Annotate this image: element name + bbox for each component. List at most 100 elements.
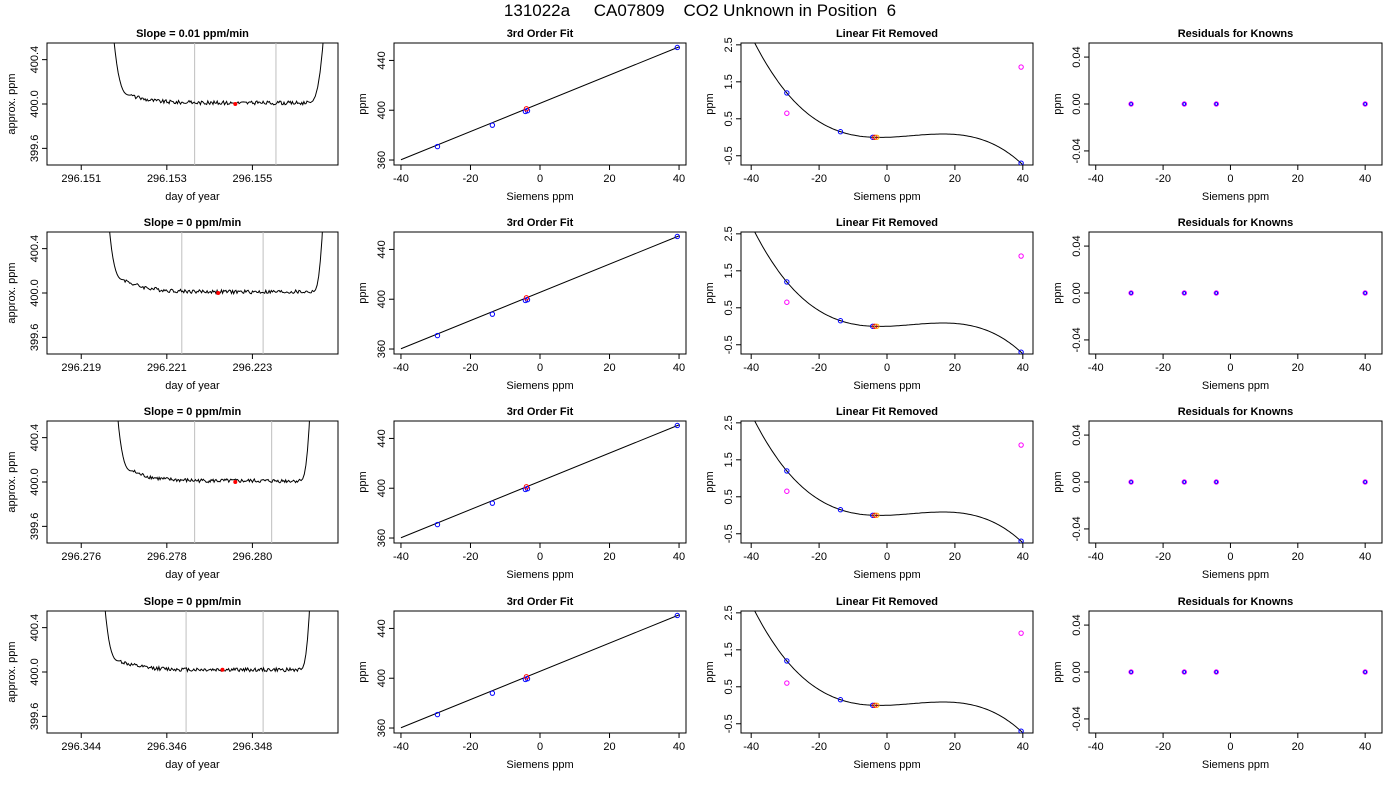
unknown-point — [784, 299, 790, 305]
chart-title: Slope = 0 ppm/min — [144, 406, 242, 418]
residual-point-outer — [1362, 290, 1368, 296]
chart-linear_removed-row1: Linear Fit Removed -40 -20 0 20 40 -0.5 0.5 1.5 2… — [704, 28, 1034, 203]
x-axis-label: Siemens ppm — [853, 191, 920, 203]
sample-point — [872, 134, 878, 140]
y-tick-label: 2.5 — [723, 226, 735, 241]
x-tick-label: 0 — [537, 741, 543, 753]
known-point — [489, 122, 496, 128]
sample-point — [872, 512, 878, 518]
residual-point-outer — [1128, 101, 1134, 107]
y-tick-label: -0.04 — [1071, 706, 1083, 731]
sample-point — [233, 480, 238, 484]
chart-fit-row2: 3rd Order Fit -40 -20 0 20 40 360 400 440 Siemens… — [357, 217, 687, 392]
y-tick-label: 399.6 — [29, 135, 41, 163]
cubic-fit-curve — [754, 611, 1024, 733]
unknown-point — [1018, 253, 1024, 259]
y-tick-label: 399.6 — [29, 703, 41, 731]
y-tick-label: -0.04 — [1071, 327, 1083, 352]
x-axis-label: day of year — [165, 380, 220, 392]
concentration-trace — [113, 43, 324, 107]
x-tick-label: 40 — [673, 362, 685, 374]
y-tick-label: 2.5 — [723, 605, 735, 620]
chart-fit-row1: 3rd Order Fit -40 -20 0 20 40 360 400 440 Siemens… — [357, 28, 687, 203]
x-tick-label: 296.348 — [233, 741, 273, 753]
x-tick-label: 40 — [1017, 173, 1029, 185]
y-axis-label: ppm — [357, 471, 369, 492]
fit-line — [400, 46, 680, 161]
x-tick-label: -20 — [811, 173, 827, 185]
x-tick-label: -20 — [463, 551, 479, 563]
x-tick-label: 296.153 — [147, 173, 187, 185]
y-tick-label: 399.6 — [29, 324, 41, 352]
x-tick-label: 0 — [1227, 173, 1233, 185]
plot-frame — [740, 610, 1034, 734]
y-axis-label: approx. ppm — [6, 262, 18, 323]
y-tick-label: 440 — [376, 240, 388, 258]
residual-point — [1214, 291, 1219, 295]
y-tick-label: 0.04 — [1071, 46, 1083, 67]
y-tick-label: 1.5 — [723, 74, 735, 89]
known-point — [674, 612, 681, 619]
x-tick-label: 40 — [1359, 741, 1371, 753]
x-tick-label: 20 — [949, 741, 961, 753]
residual-point — [1182, 480, 1187, 484]
y-axis-label: approx. ppm — [6, 73, 18, 134]
data-layer — [754, 43, 1024, 165]
y-tick-label: 360 — [376, 340, 388, 358]
chart-time-row1: Slope = 0.01 ppm/min 296.151 296.153 296.15… — [6, 28, 339, 203]
sample-point — [872, 323, 878, 329]
x-tick-label: 40 — [1359, 362, 1371, 374]
y-tick-label: 0.5 — [723, 111, 735, 126]
x-axis-label: Siemens ppm — [1202, 191, 1269, 203]
known-point — [434, 143, 441, 150]
x-axis-label: day of year — [165, 191, 220, 203]
known-point — [1018, 349, 1024, 354]
residual-point — [1214, 480, 1219, 484]
x-axis-label: Siemens ppm — [506, 759, 573, 771]
known-point — [489, 500, 496, 506]
chart-title: Linear Fit Removed — [836, 596, 938, 608]
y-axis-label: approx. ppm — [6, 641, 18, 702]
data-layer — [400, 612, 681, 729]
x-axis-label: Siemens ppm — [506, 380, 573, 392]
data-layer — [754, 421, 1024, 543]
x-tick-label: -40 — [393, 551, 409, 563]
data-layer — [117, 421, 310, 543]
y-tick-label: -0.04 — [1071, 516, 1083, 541]
x-tick-label: -40 — [393, 173, 409, 185]
unknown-point — [784, 110, 790, 116]
y-tick-label: 0.04 — [1071, 424, 1083, 445]
y-tick-label: 400.0 — [29, 468, 41, 496]
known-point — [784, 279, 790, 285]
x-tick-label: -40 — [1088, 362, 1104, 374]
known-point — [784, 658, 790, 664]
residual-point-outer — [1181, 479, 1188, 485]
x-axis-label: Siemens ppm — [853, 380, 920, 392]
page-title: 131022a CA07809 CO2 Unknown in Position … — [503, 1, 897, 20]
fit-line — [400, 614, 680, 729]
plot-frame — [46, 420, 339, 544]
chart-title: Slope = 0 ppm/min — [144, 596, 242, 608]
sample-point — [220, 667, 225, 672]
y-tick-label: -0.04 — [1071, 138, 1083, 163]
x-tick-label: -20 — [1155, 173, 1171, 185]
residual-point — [1129, 480, 1133, 484]
data-layer — [400, 422, 681, 539]
x-tick-label: 296.276 — [61, 551, 101, 563]
y-tick-label: 1.5 — [723, 263, 735, 278]
x-tick-label: 296.221 — [147, 362, 187, 374]
residual-point — [1182, 102, 1187, 106]
known-point — [489, 311, 496, 317]
cubic-fit-curve — [754, 421, 1024, 543]
chart-linear_removed-row4: Linear Fit Removed -40 -20 0 20 40 -0.5 0.5 1.5 2… — [704, 596, 1034, 771]
y-tick-label: 400.4 — [29, 46, 41, 74]
chart-linear_removed-row3: Linear Fit Removed -40 -20 0 20 40 -0.5 0.5 1.5 2… — [704, 406, 1034, 581]
residual-point — [1214, 102, 1219, 106]
residual-point — [1363, 670, 1368, 674]
x-axis-label: Siemens ppm — [1202, 569, 1269, 581]
y-axis-label: ppm — [1052, 93, 1064, 114]
x-tick-label: 0 — [1227, 551, 1233, 563]
y-tick-label: 0.5 — [723, 679, 735, 694]
known-point — [674, 44, 681, 51]
